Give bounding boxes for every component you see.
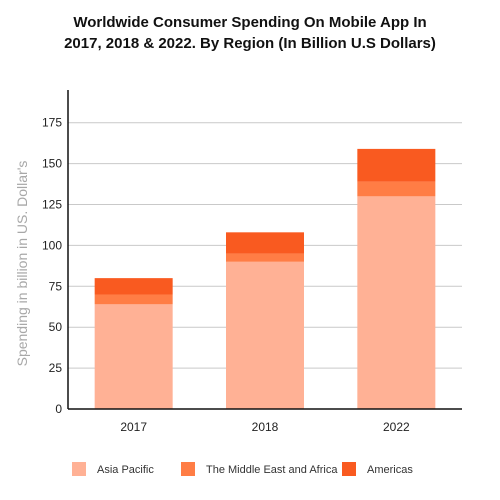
bar-segment (94, 294, 173, 305)
bar-segment (357, 181, 436, 197)
y-tick-label: 75 (49, 279, 63, 293)
chart-title: Worldwide Consumer Spending On Mobile Ap… (0, 12, 500, 54)
y-axis-label: Spending in billion in US. Dollar's (14, 161, 30, 367)
y-tick-label: 50 (49, 320, 63, 334)
y-tick-label: 150 (42, 157, 62, 171)
bar-segment (94, 278, 173, 295)
y-tick-label: 100 (42, 238, 62, 252)
bar-segment (226, 232, 304, 254)
bars (94, 148, 436, 409)
bar-segment (357, 148, 436, 182)
y-tick-label: 0 (55, 402, 62, 416)
legend-swatch (342, 462, 356, 476)
y-tick-label: 125 (42, 198, 62, 212)
legend-swatch (72, 462, 86, 476)
chart-title-line-1: Worldwide Consumer Spending On Mobile Ap… (73, 14, 427, 31)
x-tick-label: 2018 (252, 420, 279, 434)
bar-segment (226, 253, 304, 262)
y-tick-label: 175 (42, 116, 62, 130)
legend-swatch (181, 462, 195, 476)
legend-label: The Middle East and Africa (206, 464, 338, 476)
bar-segment (226, 261, 304, 409)
chart-title-line-2: 2017, 2018 & 2022. By Region (In Billion… (64, 35, 436, 52)
x-tick-label: 2017 (120, 420, 147, 434)
x-tick-label: 2022 (383, 420, 410, 434)
legend-label: Asia Pacific (97, 464, 154, 476)
bar-segment (94, 304, 173, 409)
axes: 0 25 50 75 100 125 150 175 2017 2018 2022 (42, 90, 462, 434)
legend: Asia Pacific The Middle East and Africa Am… (72, 462, 413, 476)
y-tick-label: 25 (49, 361, 63, 375)
legend-label: Americas (367, 464, 413, 476)
bar-segment (357, 196, 436, 409)
